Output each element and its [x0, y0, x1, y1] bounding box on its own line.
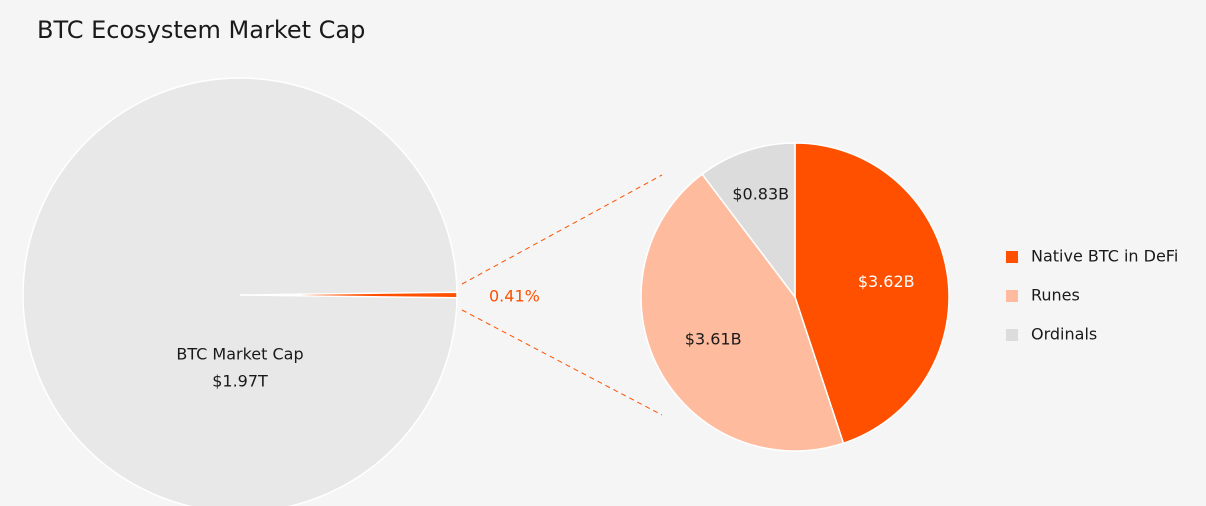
- legend-swatch: [1006, 251, 1018, 263]
- chart-title: BTC Ecosystem Market Cap: [37, 16, 365, 44]
- legend-label: Runes: [1031, 286, 1080, 305]
- pie-slice: [22, 77, 458, 506]
- value-label: $1.97T: [212, 372, 268, 391]
- legend-label: Ordinals: [1031, 325, 1097, 344]
- value-label: $3.61B: [685, 329, 742, 348]
- pie-slice: [794, 142, 950, 445]
- slice-label: BTC Market Cap: [176, 345, 303, 364]
- pie-slice: [701, 142, 796, 300]
- value-label: $3.62B: [858, 272, 915, 291]
- connector: [461, 174, 663, 285]
- legend-label: Native BTC in DeFi: [1031, 247, 1178, 266]
- share-slice: [239, 291, 458, 299]
- share-label: 0.41%: [489, 287, 540, 306]
- connector: [461, 309, 663, 416]
- pie-slice: [640, 173, 845, 452]
- legend-swatch: [1006, 290, 1018, 302]
- value-label: $0.83B: [732, 184, 789, 203]
- legend-swatch: [1006, 329, 1018, 341]
